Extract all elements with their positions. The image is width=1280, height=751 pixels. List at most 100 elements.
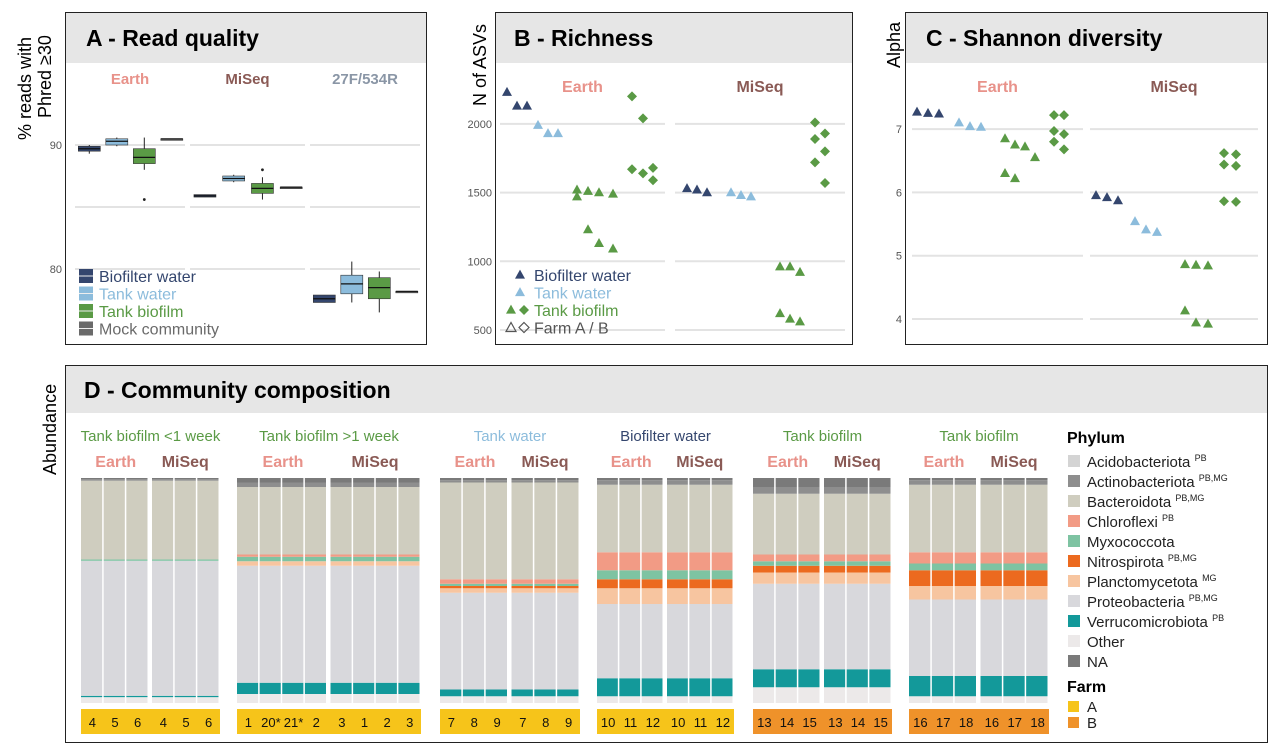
panel-d-legend-key bbox=[1068, 595, 1080, 607]
panel-d-bar-segment bbox=[557, 579, 579, 584]
panel-d-bar-segment bbox=[667, 696, 688, 703]
panel-a-facet-label: 27F/534R bbox=[332, 71, 398, 88]
panel-d-farm-strip bbox=[81, 709, 220, 734]
panel-c-point bbox=[1000, 133, 1010, 143]
panel-d-bar-segment bbox=[511, 689, 533, 697]
panel-d-bar-segment bbox=[375, 556, 397, 562]
panel-d-bar-segment bbox=[798, 565, 820, 573]
panel-b-point bbox=[627, 91, 637, 102]
panel-d-bar-segment bbox=[174, 480, 196, 560]
panel-b-facet-label: MiSeq bbox=[736, 79, 783, 96]
panel-c-ytick: 5 bbox=[896, 251, 902, 263]
panel-d-sample-label: 7 bbox=[448, 715, 455, 730]
panel-d-bar-segment bbox=[557, 583, 579, 586]
panel-d-bar-segment bbox=[197, 479, 219, 481]
panel-d-bar-segment bbox=[485, 696, 507, 703]
panel-d-bar-segment bbox=[753, 561, 775, 566]
panel-d-bar-segment bbox=[304, 682, 326, 694]
panel-d-farm-legend-key bbox=[1068, 701, 1079, 712]
panel-d-method-label: Earth bbox=[924, 454, 965, 471]
panel-d-sample-label: 12 bbox=[646, 715, 660, 730]
panel-d-sample-label: 9 bbox=[565, 715, 572, 730]
panel-d-bar-segment bbox=[259, 482, 281, 487]
panel-d-bar-segment bbox=[557, 696, 579, 703]
panel-d-bar-segment bbox=[462, 579, 485, 584]
panel-d-bar-segment bbox=[330, 482, 352, 487]
panel-b-point bbox=[502, 86, 512, 96]
panel-d-bar-segment bbox=[824, 487, 846, 494]
panel-b-legend-key bbox=[515, 269, 525, 279]
panel-d-bar-segment bbox=[775, 687, 797, 703]
panel-d-bar-segment bbox=[931, 552, 954, 564]
panel-d-bar-segment bbox=[641, 480, 663, 485]
panel-d-bar-segment bbox=[641, 604, 663, 679]
panel-d-bar-segment bbox=[330, 694, 352, 703]
panel-d-bar-segment bbox=[126, 695, 148, 698]
panel-d-bar-segment bbox=[869, 554, 891, 562]
panel-b-title: B - Richness bbox=[514, 25, 654, 51]
panel-d-bar-segment bbox=[689, 570, 711, 580]
panel-d-bar-segment bbox=[711, 484, 733, 553]
panel-d-bar-segment bbox=[375, 478, 397, 483]
panel-b-ytick: 500 bbox=[474, 325, 492, 337]
panel-d-bar-segment bbox=[534, 586, 556, 589]
panel-d-bar-segment bbox=[81, 560, 103, 696]
panel-c-point bbox=[1102, 192, 1112, 202]
panel-a-facet-label: MiSeq bbox=[225, 71, 269, 88]
panel-d-bar-segment bbox=[440, 482, 462, 580]
panel-c-ytick: 4 bbox=[896, 314, 902, 326]
panel-d-bar-segment bbox=[641, 484, 663, 553]
panel-d-bar-segment bbox=[775, 669, 797, 688]
panel-d-bar-segment bbox=[753, 687, 775, 703]
panel-d-bar-segment bbox=[462, 583, 485, 586]
panel-d-sample-label: 4 bbox=[160, 715, 167, 730]
panel-d-bar-segment bbox=[798, 572, 820, 584]
panel-d-bar-segment bbox=[597, 570, 618, 580]
panel-d-bar-segment bbox=[775, 478, 797, 487]
panel-d-bar-segment bbox=[980, 552, 1002, 564]
panel-d-bar-segment bbox=[824, 554, 846, 562]
panel-d-sample-label: 3 bbox=[338, 715, 345, 730]
panel-d-bar-segment bbox=[753, 572, 775, 584]
panel-d-bar-segment bbox=[511, 478, 533, 481]
panel-d-bar-segment bbox=[1026, 696, 1048, 703]
panel-c-shannon: C - Shannon diversity bbox=[905, 12, 1268, 345]
panel-d-bar-segment bbox=[126, 697, 148, 703]
panel-c-point bbox=[1030, 152, 1040, 162]
panel-d-bar-segment bbox=[909, 696, 931, 703]
panel-d-bar-segment bbox=[330, 554, 352, 557]
panel-d-sample-label: 15 bbox=[873, 715, 887, 730]
panel-d-method-label: Earth bbox=[455, 454, 496, 471]
panel-d-bar-segment bbox=[103, 697, 125, 703]
panel-d-bar-segment bbox=[237, 478, 259, 483]
panel-b-point bbox=[648, 162, 658, 173]
panel-d-bar-segment bbox=[641, 570, 663, 580]
panel-d-bar-segment bbox=[174, 478, 196, 480]
panel-d-bar-segment bbox=[81, 695, 103, 698]
panel-d-bar-segment bbox=[909, 478, 931, 481]
panel-d-bar-segment bbox=[1026, 563, 1048, 571]
panel-c-point bbox=[1219, 159, 1229, 170]
panel-d-bar-segment bbox=[534, 478, 556, 481]
panel-d-bar-segment bbox=[1003, 696, 1025, 703]
panel-d-bar-segment bbox=[197, 695, 219, 698]
panel-d-bar-segment bbox=[462, 478, 485, 481]
panel-d-bar-segment bbox=[304, 561, 326, 566]
panel-d-legend-label: Bacteroidota PB,MG bbox=[1087, 493, 1204, 511]
panel-d-bar-segment bbox=[909, 599, 931, 676]
panel-d-method-label: MiSeq bbox=[990, 454, 1037, 471]
panel-d-bar-segment bbox=[931, 480, 954, 485]
panel-a-legend-label: Tank water bbox=[99, 287, 177, 304]
panel-d-bar-segment bbox=[869, 583, 891, 670]
panel-d-bar-segment bbox=[641, 696, 663, 703]
panel-d-bar-segment bbox=[485, 588, 507, 593]
panel-d-bar-segment bbox=[237, 556, 259, 562]
panel-d-bar-segment bbox=[846, 561, 868, 566]
panel-d-bar-segment bbox=[174, 560, 196, 696]
panel-d-group-title: Tank biofilm >1 week bbox=[259, 428, 399, 445]
panel-d-bar-segment bbox=[909, 484, 931, 553]
panel-d-bar-segment bbox=[711, 588, 733, 604]
panel-d-bar-segment bbox=[330, 565, 352, 683]
panel-d-sample-label: 5 bbox=[111, 715, 118, 730]
